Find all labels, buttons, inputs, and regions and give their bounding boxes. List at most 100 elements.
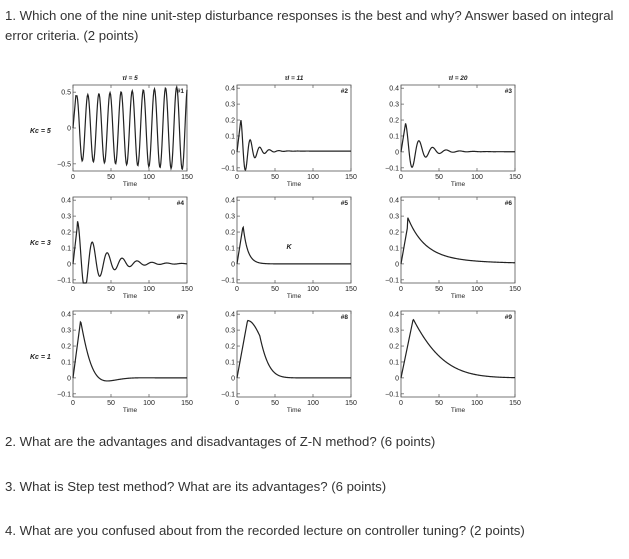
y-tick-label: 0.4 xyxy=(389,198,399,205)
x-tick-label: 0 xyxy=(235,400,239,407)
x-axis-label: Time xyxy=(123,293,138,300)
panel-tag-4: #4 xyxy=(177,200,185,207)
plot-frame-4 xyxy=(72,196,188,284)
y-tick-label: 0.3 xyxy=(389,214,399,221)
response-curve-7 xyxy=(72,320,187,382)
x-tick-label: 50 xyxy=(271,400,279,407)
x-tick-label: 50 xyxy=(107,286,115,293)
y-tick-label: 0 xyxy=(67,261,71,268)
y-tick-label: −0.1 xyxy=(221,277,235,284)
x-tick-label: 100 xyxy=(143,286,155,293)
panel-tag-2: #2 xyxy=(341,88,349,95)
y-tick-label: 0.3 xyxy=(61,214,71,221)
plot-frame-3 xyxy=(400,84,516,172)
question-4: 4. What are you confused about from the … xyxy=(5,523,525,538)
plot-frame-8 xyxy=(236,310,352,398)
x-tick-label: 0 xyxy=(235,174,239,181)
y-tick-label: 0.1 xyxy=(389,245,399,252)
y-tick-label: 0.4 xyxy=(61,198,71,205)
y-tick-label: 0.1 xyxy=(61,245,71,252)
x-tick-label: 150 xyxy=(345,400,357,407)
plot-frame-9 xyxy=(400,310,516,398)
x-axis-label: Time xyxy=(123,407,138,414)
y-tick-label: 0.4 xyxy=(225,312,235,319)
x-tick-label: 150 xyxy=(509,286,521,293)
y-tick-label: 0.4 xyxy=(225,198,235,205)
y-tick-label: 0.4 xyxy=(225,86,235,93)
x-tick-label: 100 xyxy=(471,286,483,293)
x-tick-label: 0 xyxy=(71,174,75,181)
column-header-2: τI = 11 xyxy=(285,75,304,82)
y-tick-label: 0.1 xyxy=(389,133,399,140)
x-tick-label: 50 xyxy=(107,400,115,407)
y-tick-label: −0.5 xyxy=(57,161,71,168)
x-tick-label: 50 xyxy=(435,174,443,181)
x-tick-label: 50 xyxy=(107,174,115,181)
y-tick-label: 0.1 xyxy=(389,359,399,366)
column-header-1: τI = 5 xyxy=(122,75,138,82)
x-tick-label: 150 xyxy=(509,174,521,181)
x-tick-label: 100 xyxy=(143,174,155,181)
x-axis-label: Time xyxy=(451,293,466,300)
response-curve-1 xyxy=(72,84,188,171)
x-axis-label: Time xyxy=(287,293,302,300)
response-curve-9 xyxy=(400,318,516,379)
y-tick-label: 0.4 xyxy=(389,312,399,319)
response-curve-3 xyxy=(400,123,515,168)
y-tick-label: 0.2 xyxy=(225,344,235,351)
x-tick-label: 50 xyxy=(271,174,279,181)
y-tick-label: −0.1 xyxy=(57,277,71,284)
x-tick-label: 150 xyxy=(509,400,521,407)
question-1: 1. Which one of the nine unit-step distu… xyxy=(5,8,614,43)
response-curve-5 xyxy=(236,225,351,265)
y-tick-label: 0.2 xyxy=(389,118,399,125)
question-2: 2. What are the advantages and disadvant… xyxy=(5,434,436,449)
x-axis-label: Time xyxy=(451,181,466,188)
column-header-3: τI = 20 xyxy=(448,75,467,82)
x-tick-label: 150 xyxy=(181,286,193,293)
plot-frame-5 xyxy=(236,196,352,284)
x-tick-label: 100 xyxy=(307,286,319,293)
y-tick-label: 0.3 xyxy=(389,102,399,109)
x-tick-label: 150 xyxy=(345,174,357,181)
y-tick-label: 0 xyxy=(231,261,235,268)
x-tick-label: 0 xyxy=(235,286,239,293)
panel-tag-1: #1 xyxy=(177,88,185,95)
y-tick-label: −0.1 xyxy=(385,277,399,284)
y-tick-label: 0.2 xyxy=(61,230,71,237)
y-tick-label: 0.3 xyxy=(61,328,71,335)
panel-tag-7: #7 xyxy=(177,314,185,321)
y-tick-label: −0.1 xyxy=(57,391,71,398)
plot-frame-6 xyxy=(400,196,516,284)
annotation-k: K xyxy=(286,244,292,251)
y-tick-label: 0.2 xyxy=(389,344,399,351)
x-tick-label: 0 xyxy=(399,286,403,293)
y-tick-label: −0.1 xyxy=(221,391,235,398)
y-tick-label: 0.3 xyxy=(225,214,235,221)
x-tick-label: 0 xyxy=(399,174,403,181)
x-tick-label: 50 xyxy=(435,286,443,293)
row-label-1: Kc = 5 xyxy=(30,128,51,135)
panel-tag-9: #9 xyxy=(505,314,513,321)
y-tick-label: −0.1 xyxy=(385,391,399,398)
y-tick-label: 0.3 xyxy=(389,328,399,335)
x-tick-label: 100 xyxy=(471,174,483,181)
row-label-3: Kc = 1 xyxy=(30,354,51,361)
x-tick-label: 50 xyxy=(435,400,443,407)
y-tick-label: −0.1 xyxy=(221,165,235,172)
y-tick-label: 0.2 xyxy=(61,344,71,351)
panel-tag-5: #5 xyxy=(341,200,349,207)
response-curve-2 xyxy=(236,120,351,171)
response-curve-6 xyxy=(400,217,516,264)
x-tick-label: 0 xyxy=(71,286,75,293)
response-curve-4 xyxy=(72,221,188,284)
y-tick-label: 0.2 xyxy=(389,230,399,237)
y-tick-label: 0 xyxy=(231,375,235,382)
y-tick-label: 0.2 xyxy=(225,118,235,125)
y-tick-label: 0 xyxy=(395,261,399,268)
x-tick-label: 150 xyxy=(181,174,193,181)
plot-frame-7 xyxy=(72,310,188,398)
y-tick-label: 0 xyxy=(67,126,71,133)
panel-tag-8: #8 xyxy=(341,314,349,321)
